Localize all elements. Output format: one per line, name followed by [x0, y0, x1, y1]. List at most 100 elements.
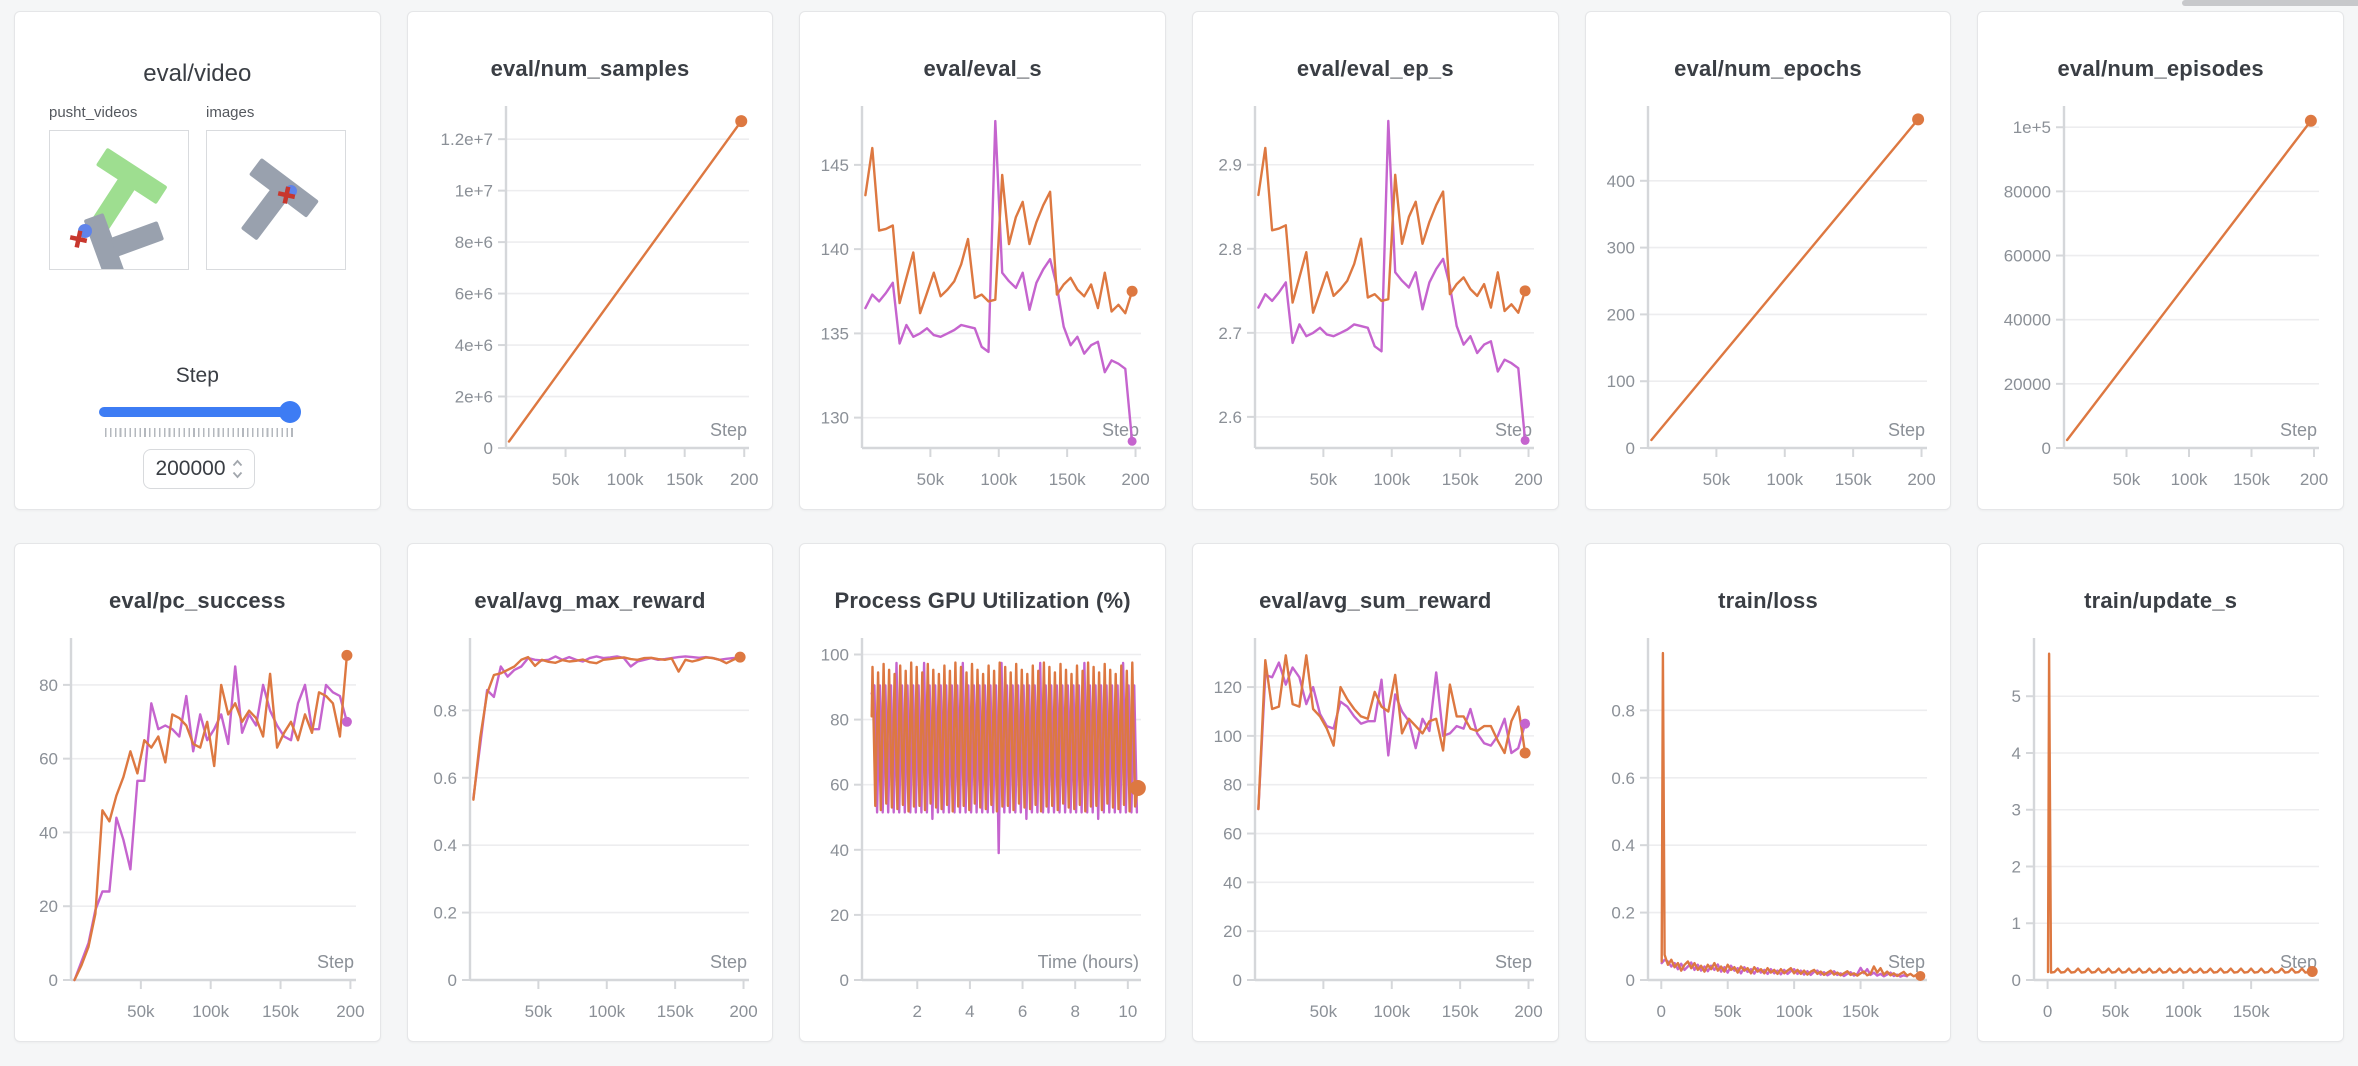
- chart-plot[interactable]: 0 2e+6 4e+6 6e+6 8e+6 1e+7 1.2e+7 50k 100k 150k 20…: [408, 96, 773, 508]
- chart-panel-eval-num-episodes[interactable]: eval/num_episodes 0 20000 40000 60000 80000 1e…: [1977, 11, 2344, 510]
- chart-panel-eval-eval-s[interactable]: eval/eval_s 130 135 140 145 50k 100k 150k 200 Ste…: [799, 11, 1166, 510]
- y-tick-label: 0.8: [1611, 701, 1635, 720]
- y-tick-label: 80: [39, 676, 58, 695]
- chart-panel-eval-eval-ep-s[interactable]: eval/eval_ep_s 2.6 2.7 2.8 2.9 50k 100k 150k 200…: [1191, 11, 1559, 510]
- y-tick-label: 2: [2012, 857, 2021, 876]
- y-tick-label: 5: [2012, 687, 2021, 706]
- chart-plot[interactable]: 0 1 2 3 4 5 0 50k 100k 150k Step: [1978, 628, 2343, 1040]
- chart-panel-eval-avg-sum-reward[interactable]: eval/avg_sum_reward 0 20 40 60 80 100 120 50k 100…: [1191, 543, 1559, 1042]
- y-tick-label: 2.9: [1218, 156, 1242, 175]
- horizontal-scrollbar[interactable]: [2182, 0, 2358, 6]
- step-input[interactable]: 200000: [143, 449, 255, 489]
- series-end-dot: [734, 651, 746, 663]
- x-axis-label: Step: [1888, 952, 1925, 972]
- x-axis-label: Step: [710, 952, 747, 972]
- chart-plot[interactable]: 0 20 40 60 80 50k 100k 150k 200 Step: [15, 628, 380, 1040]
- y-tick-label: 0: [483, 439, 492, 458]
- y-tick-label: 8e+6: [454, 233, 492, 252]
- x-tick-label: 200: [730, 470, 758, 489]
- x-axis-label: Step: [317, 952, 354, 972]
- y-tick-label: 1: [2012, 914, 2021, 933]
- chart-panel-train-update-s[interactable]: train/update_s 0 1 2 3 4 5 0 50k 100k 150k Step: [1977, 543, 2344, 1042]
- series-purple-line: [73, 665, 349, 982]
- y-tick-label: 0.6: [1611, 769, 1635, 788]
- y-tick-label: 1e+5: [2013, 118, 2051, 137]
- x-tick-label: 50k: [1310, 1002, 1338, 1021]
- y-tick-label: 60: [830, 776, 849, 795]
- chart-title: eval/num_samples: [490, 56, 690, 81]
- y-tick-label: 80000: [2004, 182, 2051, 201]
- y-tick-label: 20000: [2004, 375, 2051, 394]
- x-tick-label: 50k: [917, 470, 945, 489]
- y-tick-label: 1.2e+7: [440, 130, 492, 149]
- chevron-up-icon[interactable]: [232, 459, 243, 468]
- chart-title: Process GPU Utilization (%): [834, 588, 1131, 613]
- series-orange-line: [73, 654, 349, 982]
- chart-panel-eval-num-epochs[interactable]: eval/num_epochs 0 100 200 300 400 50k 100k 150k 2…: [1584, 11, 1952, 510]
- media-item-images: images: [206, 104, 346, 270]
- y-tick-label: 20: [830, 906, 849, 925]
- x-tick-label: 150k: [1442, 1002, 1479, 1021]
- x-tick-label: 100k: [2165, 1002, 2202, 1021]
- chart-title: eval/eval_s: [923, 56, 1042, 81]
- step-slider-knob[interactable]: [279, 401, 301, 423]
- x-tick-label: 50k: [1702, 470, 1730, 489]
- series-end-dot: [734, 115, 747, 128]
- y-tick-label: 80: [1223, 776, 1242, 795]
- y-tick-label: 135: [821, 324, 849, 343]
- x-tick-label: 200: [336, 1002, 364, 1021]
- x-tick-label: 50k: [2102, 1002, 2130, 1021]
- x-tick-label: 150k: [1049, 470, 1086, 489]
- y-tick-label: 0: [1625, 439, 1634, 458]
- x-tick-label: 150k: [666, 470, 703, 489]
- step-slider[interactable]: [99, 401, 301, 423]
- chart-title: eval/num_epochs: [1674, 56, 1862, 81]
- x-axis-label: Step: [710, 420, 747, 440]
- series-purple-line: [1257, 119, 1527, 442]
- chart-panel-eval-pc-success[interactable]: eval/pc_success 0 20 40 60 80 50k 100k 150k 200 St…: [14, 543, 381, 1042]
- x-tick-label: 100k: [192, 1002, 229, 1021]
- media-panel-eval-video[interactable]: eval/video pusht_videos: [14, 11, 381, 510]
- series-orange-line: [1257, 654, 1527, 811]
- series-purple-line: [870, 661, 1139, 855]
- chevron-down-icon[interactable]: [232, 470, 243, 479]
- series-orange-line: [507, 119, 743, 443]
- y-tick-label: 20: [1223, 922, 1242, 941]
- x-tick-label: 50k: [2113, 470, 2141, 489]
- chart-title: eval/eval_ep_s: [1296, 56, 1454, 81]
- series-end-dot: [1520, 718, 1531, 729]
- x-tick-label: 200: [1122, 470, 1150, 489]
- chart-panel-eval-num-samples[interactable]: eval/num_samples 0 2e+6 4e+6 6e+6 8e+6 1e+7 1.2…: [406, 11, 774, 510]
- x-axis-label: Step: [2280, 420, 2317, 440]
- y-tick-label: 0.8: [433, 701, 457, 720]
- goal-cross-icon: [277, 186, 296, 204]
- x-axis-label: Step: [1888, 420, 1925, 440]
- x-tick-label: 150k: [262, 1002, 299, 1021]
- series-end-dot: [1519, 747, 1531, 759]
- chart-plot[interactable]: 0 100 200 300 400 50k 100k 150k 200 Step: [1586, 96, 1951, 508]
- chart-panel-train-loss[interactable]: train/loss 0 0.2 0.4 0.6 0.8 0 50k 100k 150k Step: [1584, 543, 1952, 1042]
- chart-plot[interactable]: 0 20 40 60 80 100 120 50k 100k 150k 200 Step: [1193, 628, 1558, 1040]
- series-end-dot: [1130, 779, 1147, 796]
- chart-panel-eval-avg-max-reward[interactable]: eval/avg_max_reward 0 0.2 0.4 0.6 0.8 50k 100k 1…: [406, 543, 774, 1042]
- chart-plot[interactable]: 0 0.2 0.4 0.6 0.8 50k 100k 150k 200 Step: [408, 628, 773, 1040]
- y-tick-label: 40: [39, 823, 58, 842]
- series-end-dot: [2307, 965, 2319, 977]
- chart-plot[interactable]: 0 0.2 0.4 0.6 0.8 0 50k 100k 150k Step: [1586, 628, 1951, 1040]
- media-thumbnail-images[interactable]: [206, 130, 346, 270]
- chart-panel-process-gpu-utilization[interactable]: Process GPU Utilization (%) 0 20 40 60 80 100 2…: [799, 543, 1166, 1042]
- x-tick-label: 200: [2300, 470, 2328, 489]
- chart-plot[interactable]: 0 20 40 60 80 100 2 4 6 8 10 Time (hours): [800, 628, 1165, 1040]
- step-slider-track[interactable]: [99, 407, 298, 417]
- media-thumbnail-pusht-videos[interactable]: [49, 130, 189, 270]
- x-tick-label: 150k: [656, 1002, 693, 1021]
- step-input-stepper[interactable]: [232, 459, 243, 479]
- chart-plot[interactable]: 0 20000 40000 60000 80000 1e+5 50k 100k 150k 200 S…: [1978, 96, 2343, 508]
- x-tick-label: 100k: [606, 470, 643, 489]
- x-tick-label: 50k: [1714, 1002, 1742, 1021]
- y-tick-label: 0.6: [433, 769, 457, 788]
- series-orange-line: [2066, 119, 2313, 442]
